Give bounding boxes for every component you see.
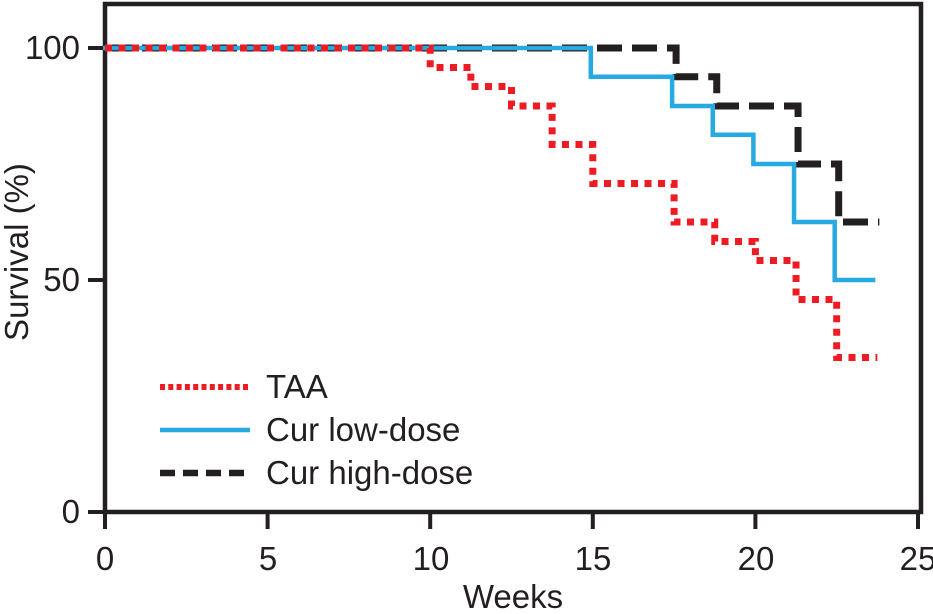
y-axis-title: Survival (%): [0, 163, 35, 341]
taa-curve: [105, 44, 878, 361]
cur-low-dose-curve: [103, 45, 876, 283]
cur-high-dose-curve: [107, 44, 880, 226]
x-tick-label-25: 25: [899, 540, 933, 577]
x-tick-label-10: 10: [412, 540, 450, 577]
legend-label-cur-low-dose: Cur low-dose: [266, 411, 461, 448]
plot-border: [102, 1, 924, 515]
x-tick-label-15: 15: [574, 540, 612, 577]
x-tick-label-0: 0: [95, 540, 115, 577]
y-tick-label-50: 50: [43, 261, 80, 298]
legend-label-taa: TAA: [266, 368, 328, 405]
y-tick-label-100: 100: [24, 29, 80, 66]
x-tick-label-20: 20: [737, 540, 775, 577]
legend-label-cur-high-dose: Cur high-dose: [266, 454, 474, 491]
x-axis-title: Weeks: [462, 578, 564, 614]
x-tick-label-5: 5: [258, 540, 278, 577]
y-tick-label-0: 0: [61, 493, 80, 530]
